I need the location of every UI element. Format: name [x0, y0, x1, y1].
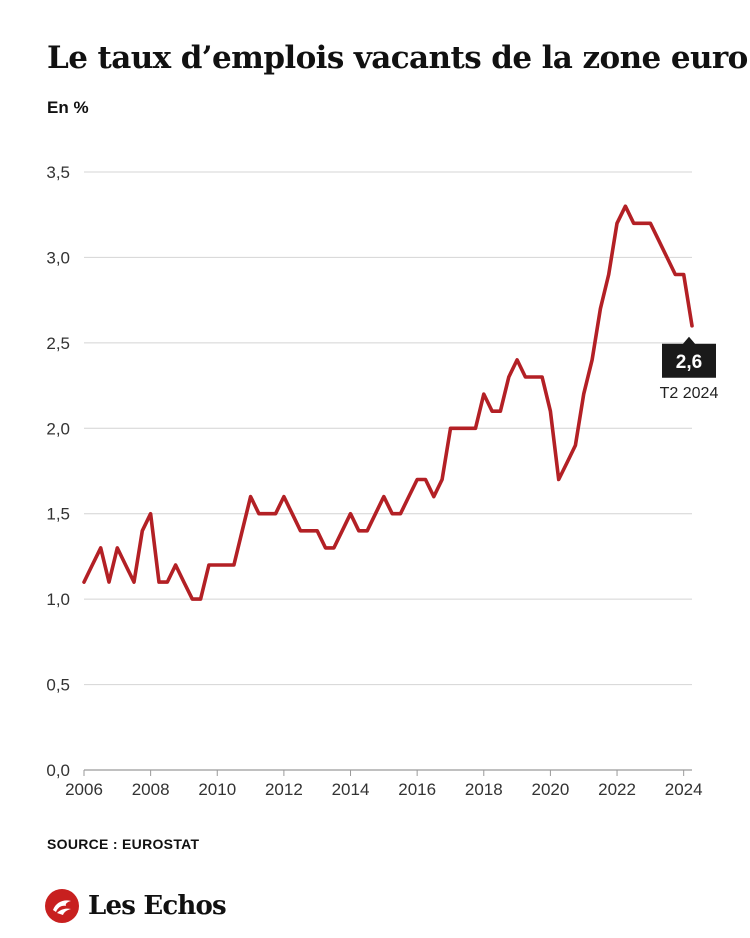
x-tick-label: 2006	[65, 780, 103, 799]
y-tick-label: 3,0	[46, 248, 70, 267]
brand-name: Les Echos	[88, 891, 227, 921]
y-tick-label: 0,0	[46, 761, 70, 780]
y-tick-label: 1,5	[46, 505, 70, 524]
y-tick-label: 2,0	[46, 419, 70, 438]
grid-lines	[84, 171, 692, 771]
x-tick-label: 2018	[465, 780, 503, 799]
last-value-callout: 2,6 T2 2024	[660, 336, 719, 402]
callout-period: T2 2024	[660, 385, 719, 402]
x-tick-label: 2022	[598, 780, 636, 799]
x-tick-label: 2014	[332, 780, 370, 799]
y-axis-ticks: 0,0 0,5 1,0 1,5 2,0 2,5 3,0 3,5	[46, 163, 70, 780]
y-tick-label: 3,5	[46, 163, 70, 182]
les-echos-logo-icon	[45, 889, 79, 923]
brand-logo: Les Echos	[44, 886, 227, 926]
y-tick-label: 2,5	[46, 334, 70, 353]
callout-value: 2,6	[676, 352, 702, 373]
series-line	[82, 204, 694, 601]
x-tick-label: 2010	[198, 780, 236, 799]
x-tick-label: 2016	[398, 780, 436, 799]
y-tick-label: 0,5	[46, 676, 70, 695]
callout-box	[662, 336, 716, 378]
x-tick-label: 2020	[531, 780, 569, 799]
source-note: SOURCE : EUROSTAT	[47, 836, 200, 852]
x-tick-label: 2012	[265, 780, 303, 799]
y-tick-label: 1,0	[46, 590, 70, 609]
chart-subtitle: En %	[47, 98, 89, 117]
x-tick-label: 2008	[132, 780, 170, 799]
x-axis-ticks: 2006 2008 2010 2012 2014 2016 2018 2020 2022 2024	[65, 770, 703, 799]
chart-title: Le taux d’emplois vacants de la zone eur…	[47, 40, 748, 76]
x-tick-label: 2024	[665, 780, 703, 799]
line-chart: 0,0 0,5 1,0 1,5 2,0 2,5 3,0 3,5 2006 2008 2010 201…	[46, 163, 719, 799]
